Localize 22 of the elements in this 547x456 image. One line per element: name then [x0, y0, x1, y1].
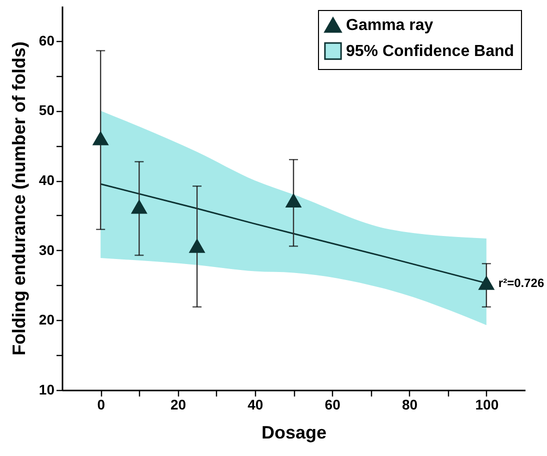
x-tick-label: 20 — [170, 396, 186, 412]
point — [93, 132, 108, 146]
point — [190, 240, 205, 253]
x-tick-label: 0 — [97, 396, 106, 412]
annotation: r²=0.726 — [498, 276, 544, 290]
x-axis-title: Dosage — [261, 422, 327, 442]
y-tick-label: 60 — [38, 32, 55, 48]
point — [286, 194, 302, 208]
x-tick-label: 40 — [248, 396, 264, 412]
point — [132, 200, 147, 214]
point — [478, 276, 494, 290]
y-tick-label: 40 — [38, 172, 55, 188]
y-tick-label: 10 — [38, 382, 55, 398]
legend-label: 95% Confidence Band — [346, 43, 514, 60]
x-tick-label: 60 — [324, 396, 341, 412]
y-tick-label: 20 — [38, 312, 55, 328]
x-tick-label: 80 — [402, 396, 418, 412]
x-tick-label: 100 — [475, 396, 499, 412]
legend-label: Gamma ray — [346, 17, 434, 34]
y-tick-label: 30 — [38, 242, 55, 258]
y-tick-label: 50 — [38, 102, 55, 118]
y-axis-title: Folding endurance (number of folds) — [8, 42, 29, 356]
